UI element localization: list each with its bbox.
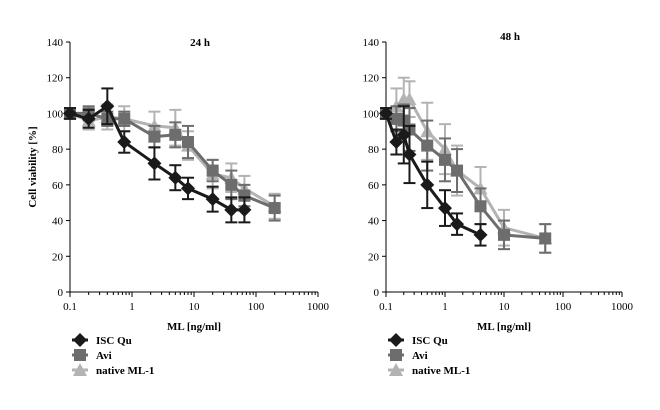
data-point — [473, 227, 488, 242]
chart-title: 48 h — [500, 31, 520, 43]
chart-title: 24 h — [190, 37, 210, 49]
data-point — [180, 181, 195, 196]
y-tick-label: 0 — [58, 287, 64, 299]
data-point — [169, 128, 182, 141]
data-point — [389, 135, 404, 149]
data-point — [539, 232, 552, 245]
legend-marker — [73, 363, 87, 376]
data-point — [206, 164, 219, 177]
data-point — [421, 139, 434, 152]
data-point — [396, 127, 411, 142]
y-tick-label: 120 — [47, 73, 64, 85]
y-tick-label: 100 — [363, 108, 380, 120]
legend-marker — [390, 349, 402, 361]
x-tick-label: 100 — [248, 301, 265, 313]
x-tick-label: 100 — [555, 301, 572, 313]
y-tick-label: 140 — [47, 37, 64, 49]
data-point — [237, 202, 252, 217]
series-avi — [64, 105, 281, 222]
data-point — [268, 202, 281, 215]
series-isc-qu — [379, 105, 488, 247]
chart-panel-2: 0 20 40 60 80 100 120 140 0.1 1 10 100 1000 48 h ML [n… — [363, 31, 634, 377]
y-tick-label: 140 — [363, 37, 380, 49]
data-point — [498, 228, 510, 241]
data-point — [451, 164, 464, 177]
y-tick-label: 20 — [368, 251, 380, 263]
legend-marker — [389, 363, 403, 376]
x-tick-label: 10 — [499, 301, 511, 313]
data-point — [438, 201, 452, 216]
legend-label: native ML-1 — [96, 365, 154, 377]
data-point — [450, 217, 465, 232]
x-tick-label: 0.1 — [63, 301, 77, 313]
legend: ISC Qu Avi native ML-1 — [388, 333, 470, 377]
legend-marker — [74, 349, 86, 361]
data-point — [402, 147, 417, 162]
x-tick-label: 0.1 — [379, 301, 393, 313]
legend-label: ISC Qu — [412, 335, 448, 347]
data-point — [238, 189, 251, 202]
data-point — [224, 202, 239, 217]
data-point — [63, 106, 77, 121]
y-axis-title: Cell viability [%] — [27, 126, 39, 207]
legend-label: Avi — [412, 350, 428, 362]
data-point — [439, 153, 451, 166]
y-tick-label: 80 — [52, 144, 64, 156]
data-point — [100, 99, 115, 114]
series-line — [69, 104, 245, 212]
data-point — [420, 177, 435, 192]
y-tick-label: 60 — [368, 180, 380, 192]
legend-label: Avi — [96, 350, 112, 362]
y-tick-label: 40 — [52, 216, 64, 228]
y-tick-label: 100 — [47, 108, 64, 120]
data-point — [181, 136, 194, 148]
y-tick-label: 0 — [374, 287, 380, 299]
x-axis-title: ML [ng/ml] — [477, 321, 531, 333]
y-tick-label: 40 — [368, 216, 380, 228]
chart-panel-1: 0 20 40 60 80 100 120 140 0.1 1 10 100 1000 24 h ML [n… — [27, 37, 330, 377]
legend-marker — [73, 333, 87, 347]
y-tick-label: 60 — [52, 180, 64, 192]
data-point — [148, 130, 161, 143]
x-tick-label: 10 — [189, 301, 201, 313]
x-tick-label: 1000 — [611, 301, 634, 313]
y-tick-label: 80 — [368, 144, 380, 156]
data-point — [379, 106, 393, 121]
x-tick-label: 1 — [129, 301, 135, 313]
data-point — [81, 111, 96, 126]
x-tick-label: 1000 — [307, 301, 330, 313]
data-point — [225, 178, 238, 191]
legend: ISC Qu Avi native ML-1 — [72, 333, 154, 377]
series-isc-qu — [63, 87, 252, 224]
data-point — [117, 135, 132, 149]
legend-marker — [389, 333, 403, 347]
x-axis-title: ML [ng/ml] — [167, 321, 221, 333]
data-point — [402, 92, 417, 106]
data-point — [118, 112, 131, 125]
x-tick-label: 1 — [442, 301, 448, 313]
data-point — [147, 156, 162, 171]
data-point — [474, 200, 487, 213]
legend-label: ISC Qu — [96, 335, 132, 347]
legend-label: native ML-1 — [412, 365, 470, 377]
data-point — [205, 192, 220, 207]
y-tick-label: 120 — [363, 73, 380, 85]
data-point — [168, 170, 183, 185]
y-tick-label: 20 — [52, 251, 64, 263]
